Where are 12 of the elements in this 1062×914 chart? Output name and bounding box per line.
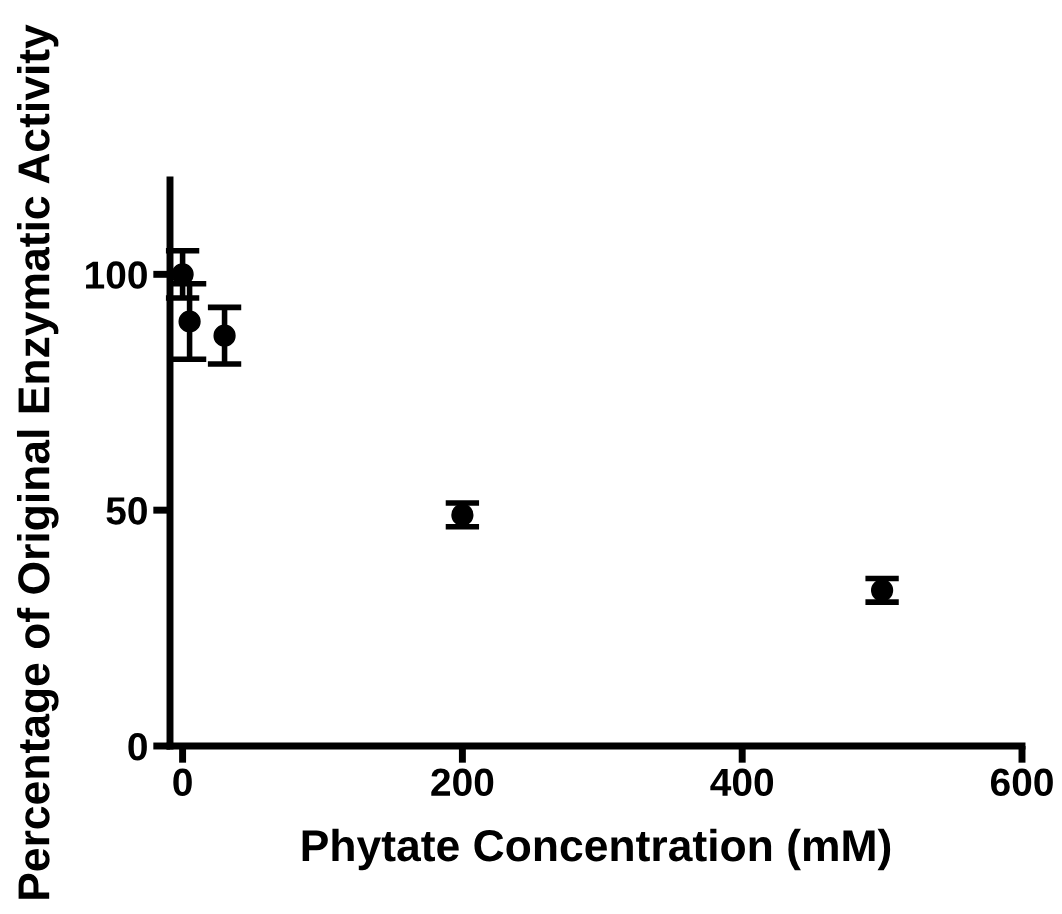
y-tick-label: 50	[106, 497, 147, 525]
x-tick-label: 0	[173, 768, 192, 797]
y-tick-label: 0	[128, 732, 147, 761]
y-axis-title: Percentage of Original Enzymatic Activity	[16, 24, 59, 899]
y-tick-label: 100	[86, 261, 147, 289]
x-tick-label: 200	[431, 768, 494, 797]
x-axis-title: Phytate Concentration (mM)	[302, 828, 891, 871]
point	[451, 503, 474, 526]
point	[178, 310, 201, 333]
x-tick-label: 600	[990, 768, 1053, 797]
x-tick-label: 400	[710, 768, 774, 797]
point	[213, 324, 236, 347]
